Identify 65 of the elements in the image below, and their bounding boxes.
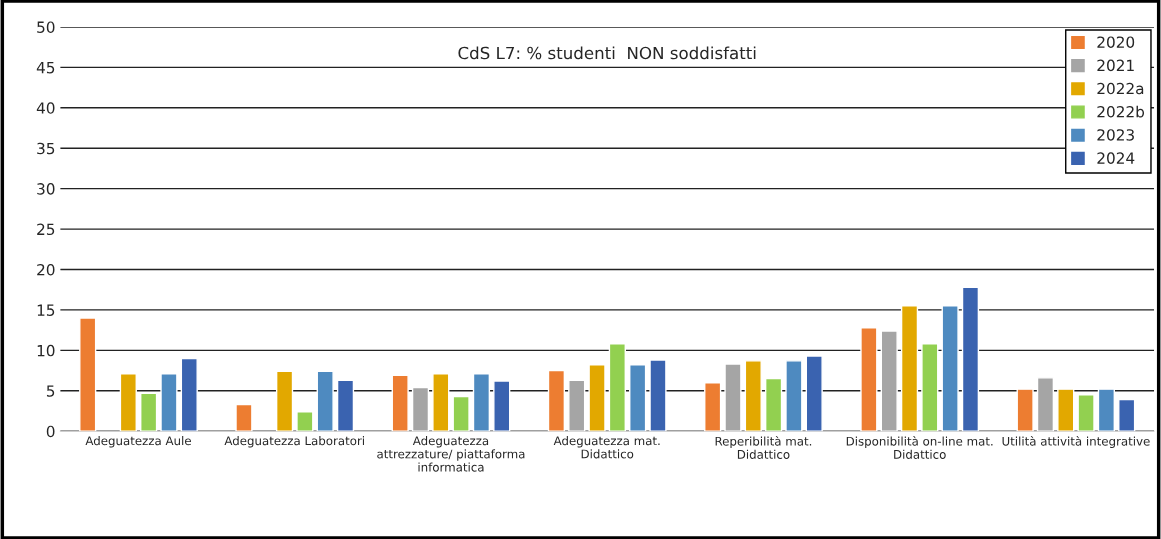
bar [472, 373, 491, 432]
y-tick-label: 10 [37, 344, 55, 357]
legend-label: 2022a [1097, 82, 1144, 95]
y-tick-label: 35 [37, 142, 55, 155]
bar [941, 305, 959, 432]
bar [452, 395, 470, 432]
bar [275, 370, 294, 432]
legend-label: 2020 [1097, 36, 1135, 48]
x-tick-label: Reperibilità mat. Didattico [715, 436, 812, 459]
bar [588, 364, 606, 432]
bar [235, 403, 253, 432]
legend-label: 2023 [1097, 129, 1134, 141]
bar [900, 305, 919, 432]
legend-label: 2022b [1097, 105, 1145, 118]
bar [1036, 377, 1055, 432]
bar [1118, 398, 1136, 432]
bar [744, 360, 762, 432]
y-tick-label: 25 [37, 223, 55, 236]
bar [79, 317, 97, 432]
bar [296, 411, 314, 432]
bar [547, 369, 566, 432]
legend-label: 2021 [1097, 59, 1134, 72]
x-tick-label: Adeguatezza Laboratori [224, 436, 364, 448]
bar [119, 373, 137, 432]
bar [316, 370, 334, 432]
x-tick-label: Adeguatezza attrezzature/ piattaforma informatica [377, 436, 525, 472]
bar [432, 373, 450, 432]
x-tick-label: Disponibilità on-line mat. Didattico [846, 436, 993, 459]
bar [140, 392, 158, 432]
text: CdS L7: % studenti NON soddisfatti [458, 46, 756, 60]
y-tick-label: 30 [37, 183, 55, 195]
bar [921, 343, 939, 432]
bar [1097, 388, 1115, 432]
y-tick-label: 50 [37, 21, 55, 33]
legend-label: 2024 [1097, 152, 1135, 164]
bar [493, 380, 511, 432]
y-tick-label: 20 [37, 263, 55, 276]
bar [1077, 394, 1095, 432]
y-tick-label: 15 [37, 304, 55, 316]
bar [568, 379, 586, 432]
bar [180, 357, 198, 432]
y-tick-label: 40 [36, 102, 55, 114]
bar [860, 327, 878, 432]
bar [1016, 388, 1034, 432]
bar [961, 286, 980, 432]
bar [391, 374, 409, 432]
x-tick-label: Utilità attività integrative [1002, 436, 1150, 448]
x-tick-label: Adeguatezza mat. Didattico [553, 436, 660, 459]
y-tick-label: 0 [46, 425, 55, 438]
bar [764, 377, 783, 432]
bar [805, 355, 823, 432]
x-tick-label: Adeguatezza Aule [85, 436, 191, 448]
bar [411, 386, 430, 432]
y-tick-label: 45 [36, 62, 55, 74]
bar [724, 363, 742, 432]
bar [649, 359, 667, 432]
bar [629, 364, 647, 432]
bar [880, 330, 898, 432]
bar [704, 381, 722, 432]
bar [608, 343, 626, 432]
bar [785, 360, 803, 432]
bar [160, 373, 178, 432]
bar [1057, 388, 1075, 432]
bar [336, 379, 355, 432]
y-tick-label: 5 [46, 385, 55, 397]
